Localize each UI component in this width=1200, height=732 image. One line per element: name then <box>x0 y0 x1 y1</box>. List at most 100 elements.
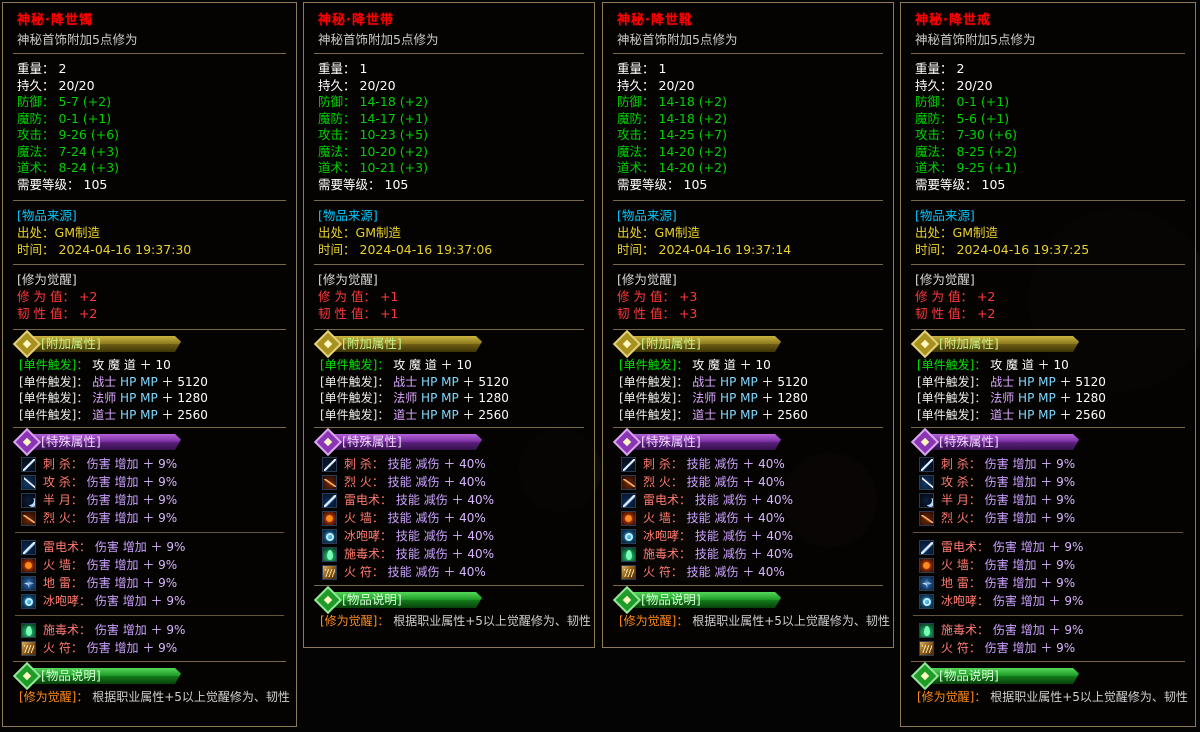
awaken-toughness-value: +3 <box>678 306 698 321</box>
special-attribute-row: 雷电术： 伤害 增加 ＋ 9% <box>911 538 1185 556</box>
stat-label: 道术： <box>17 160 55 175</box>
skill-effect: 减伤 <box>714 457 739 471</box>
source-header: [物品来源] <box>915 208 975 223</box>
special-attribute-row: 施毒术： 伤害 增加 ＋ 9% <box>13 621 286 639</box>
skill-effect: 减伤 <box>415 457 440 471</box>
trigger-tag: [单件触发]： <box>917 407 987 422</box>
stat-row-magic-defense: 魔防： 14-18 (+2) <box>613 111 883 128</box>
stat-value: 20/20 <box>359 77 396 93</box>
skill-name: 火 墙： <box>941 558 981 572</box>
skill-effect: 减伤 <box>722 493 747 507</box>
ice-roar-icon <box>322 528 337 544</box>
source-time-value: 2024-04-16 19:37:30 <box>58 242 192 257</box>
extra-attribute-row: [单件触发]： 法师 HP MP ＋ 1280 <box>911 390 1185 407</box>
special-attribute-text: 烈 火： 伤害 增加 ＋ 9% <box>43 510 177 526</box>
awaken-cultivation-label: 修 为 值： <box>318 289 376 304</box>
item-description-text: [修为觉醒]： 根据职业属性+5以上觉醒修为、韧性 <box>13 689 290 706</box>
trigger-tag: [单件触发]： <box>320 407 390 422</box>
skill-effect: 减伤 <box>722 529 747 543</box>
stat-row-weight: 重量： 1 <box>314 61 584 78</box>
stat-label: 道术： <box>617 160 655 175</box>
stat-value: 10-23 (+5) <box>359 127 428 142</box>
item-description-text: [修为觉醒]： 根据职业属性+5以上觉醒修为、韧性 <box>911 689 1188 706</box>
stat-value: 2 <box>956 61 965 76</box>
awaken-cultivation-value: +1 <box>379 289 399 304</box>
skill-value: ＋ 40% <box>443 511 486 525</box>
stat-row-taoism: 道术： 8-24 (+3) <box>13 160 286 177</box>
skill-effect: 增加 <box>1020 594 1045 608</box>
class-name: 战士 <box>692 374 717 389</box>
extra-attribute-row: [单件触发]： 战士 HP MP ＋ 5120 <box>613 374 883 391</box>
hp-mp-label: HP MP <box>1018 391 1056 405</box>
special-attribute-group: 雷电术： 伤害 增加 ＋ 9% 火 墙： 伤害 增加 ＋ 9% 地 雷： 伤害 增加… <box>13 538 286 610</box>
skill-kind: 伤害 <box>94 623 119 637</box>
group-separator <box>15 615 284 616</box>
skill-value: ＋ 9% <box>1048 540 1084 554</box>
stat-row-level: 需要等级： 105 <box>613 177 883 194</box>
fire-talisman-icon <box>919 640 934 656</box>
special-attribute-row: 冰咆哮： 技能 减伤 ＋ 40% <box>613 527 883 545</box>
stat-row-defense: 防御： 5-7 (+2) <box>13 94 286 111</box>
extra-attribute-row: [单件触发]： 战士 HP MP ＋ 5120 <box>314 374 584 391</box>
skill-effect: 减伤 <box>415 511 440 525</box>
source-origin-label: 出处： <box>617 225 655 240</box>
special-attribute-group: 雷电术： 伤害 增加 ＋ 9% 火 墙： 伤害 增加 ＋ 9% 地 雷： 伤害 增加… <box>911 538 1185 610</box>
diamond-gem-icon <box>910 427 940 457</box>
skill-name: 冰咆哮： <box>43 594 92 608</box>
skill-name: 施毒术： <box>344 547 393 561</box>
stat-label: 魔防： <box>617 110 655 126</box>
awaken-section: [修为觉醒] 修 为 值： +1 韧 性 值： +1 <box>314 269 584 325</box>
extra-attribute-row: [单件触发]： 道士 HP MP ＋ 2560 <box>13 407 286 424</box>
skill-effect: 增加 <box>114 511 139 525</box>
stat-value: 14-18 (+2) <box>658 94 727 109</box>
trigger-tag: [单件触发]： <box>19 374 89 389</box>
stat-row-attack: 攻击： 9-26 (+6) <box>13 127 286 144</box>
panel-content: 神秘·降世带 神秘首饰附加5点修为 重量： 1 持久： 20/20 防御： 14-18 … <box>304 3 594 630</box>
skill-effect: 增加 <box>122 623 147 637</box>
stat-row-durability: 持久： 20/20 <box>911 78 1185 95</box>
stat-value: 9-26 (+6) <box>58 127 120 142</box>
extra-attribute-row: [单件触发]： 战士 HP MP ＋ 5120 <box>13 374 286 391</box>
stat-row-weight: 重量： 2 <box>13 61 286 78</box>
skill-effect: 减伤 <box>415 565 440 579</box>
diamond-gem-icon <box>313 427 343 457</box>
stat-row-durability: 持久： 20/20 <box>314 78 584 95</box>
trigger-tag: [单件触发]： <box>619 374 689 389</box>
divider <box>314 200 584 201</box>
skill-name: 地 雷： <box>941 576 981 590</box>
banner-bar <box>332 434 482 450</box>
hp-mp-label: HP MP <box>1018 374 1056 389</box>
stat-label: 重量： <box>915 61 953 76</box>
stat-value: 10-21 (+3) <box>359 160 428 175</box>
special-attribute-text: 火 符： 伤害 增加 ＋ 9% <box>941 640 1075 656</box>
special-attribute-row: 刺 杀： 伤害 增加 ＋ 9% <box>13 455 286 473</box>
skill-name: 火 符： <box>941 641 981 655</box>
stat-label: 防御： <box>915 94 953 109</box>
special-attribute-row: 火 符： 技能 减伤 ＋ 40% <box>314 563 584 581</box>
stat-label: 防御： <box>17 94 55 109</box>
skill-value: ＋ 9% <box>150 540 186 554</box>
extra-attribute-row: [单件触发]： 道士 HP MP ＋ 2560 <box>911 407 1185 424</box>
source-time-row: 时间： 2024-04-16 19:37:30 <box>13 241 286 258</box>
skill-effect: 减伤 <box>714 565 739 579</box>
special-attribute-row: 烈 火： 技能 减伤 ＋ 40% <box>314 473 584 491</box>
awaken-header: [修为觉醒] <box>915 272 975 287</box>
special-attribute-text: 施毒术： 伤害 增加 ＋ 9% <box>941 622 1083 638</box>
skill-value: ＋ 40% <box>451 529 495 543</box>
skill-kind: 技能 <box>387 457 412 471</box>
stat-label: 魔防： <box>915 110 953 126</box>
special-attribute-row: 烈 火： 伤害 增加 ＋ 9% <box>13 509 286 527</box>
stat-label: 魔法： <box>318 143 356 159</box>
skill-name: 半 月： <box>43 493 83 507</box>
stat-label: 魔法： <box>617 143 655 159</box>
skill-kind: 技能 <box>395 547 420 561</box>
skill-name: 刺 杀： <box>643 457 683 471</box>
stat-value: 10-20 (+2) <box>359 143 428 159</box>
diamond-gem-icon <box>12 661 42 691</box>
class-name: 法师 <box>92 391 117 405</box>
stat-row-durability: 持久： 20/20 <box>613 78 883 95</box>
awaken-toughness-row: 韧 性 值： +2 <box>911 305 1185 322</box>
trigger-tag: [单件触发]： <box>917 358 987 372</box>
awaken-cultivation-value: +2 <box>976 289 996 304</box>
skill-value: ＋ 40% <box>451 547 495 561</box>
